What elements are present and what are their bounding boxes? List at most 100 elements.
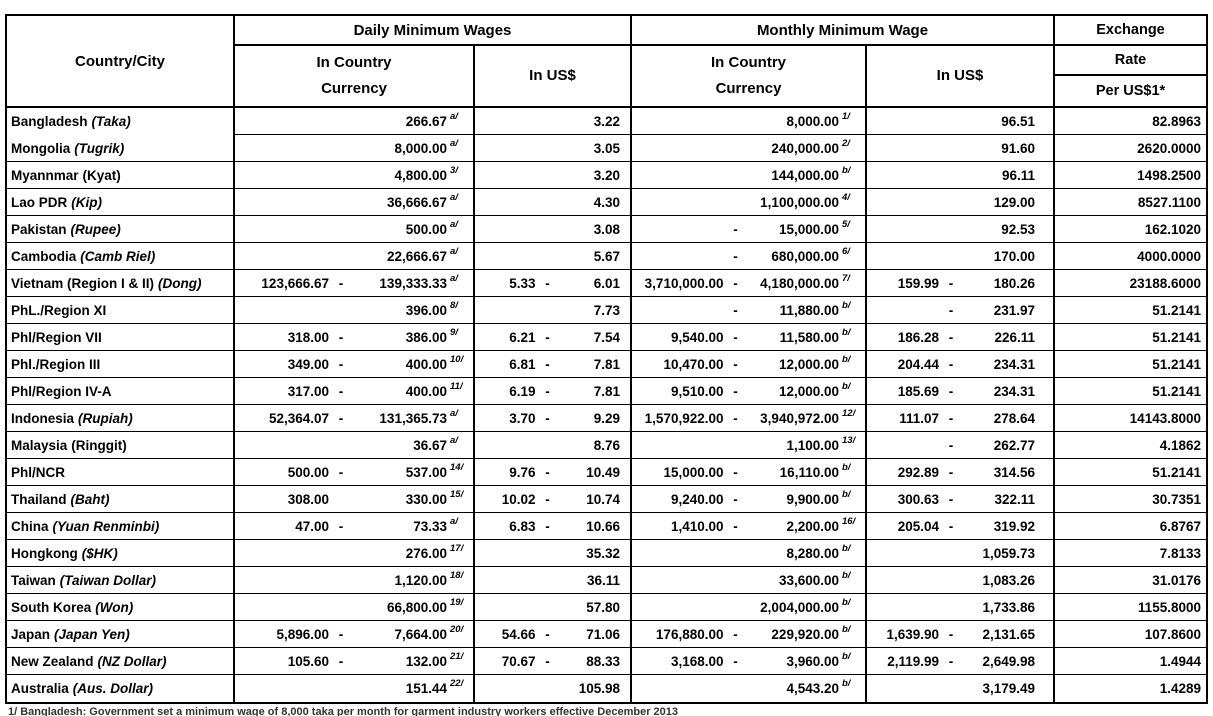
exchange-rate-cell: 6.8767 bbox=[1055, 513, 1206, 540]
value-low: 308.00 bbox=[287, 491, 329, 507]
daily-currency-cell: 47.00- 73.33 a/ bbox=[235, 513, 475, 540]
header-country-city: Country/City bbox=[7, 16, 235, 106]
footnote-text: 1/ Bangladesh: Government set a minimum … bbox=[8, 706, 678, 716]
header-in-country-line2: Currency bbox=[715, 80, 782, 97]
value-low: 15,000.00 bbox=[663, 464, 724, 480]
footnote-marker: 22/ bbox=[450, 678, 464, 689]
daily-currency-cell: 276.00 17/ bbox=[235, 540, 475, 567]
table-row: Pakistan (Rupee) 500.00 a/3.08-15,000.00 5/9… bbox=[7, 216, 1206, 243]
value-high: 5.67 bbox=[593, 248, 620, 264]
exchange-rate-cell: 51.2141 bbox=[1055, 459, 1206, 486]
daily-currency-cell: 308.00 330.00 15/ bbox=[235, 486, 475, 513]
value-high: 278.64 bbox=[993, 410, 1035, 426]
monthly-currency-cell: - 15,000.00 5/ bbox=[632, 216, 867, 243]
footnote-marker bbox=[620, 189, 630, 192]
monthly-usd-cell: 1,733.86 bbox=[867, 594, 1055, 621]
value-low: 105.60 bbox=[287, 653, 329, 669]
daily-currency-cell: 36,666.67 a/ bbox=[235, 189, 475, 216]
header-daily-in-usd: In US$ bbox=[475, 46, 630, 106]
value-high: 12,000.00 bbox=[778, 383, 839, 399]
range-dash: - bbox=[545, 356, 550, 372]
daily-currency-cell: 396.00 8/ bbox=[235, 297, 475, 324]
table-row: Vietnam (Region I & II) (Dong) 123,666.67-… bbox=[7, 270, 1206, 297]
country-cell: Cambodia (Camb Riel) bbox=[7, 243, 235, 270]
header-monthly-in-country: In Country Currency bbox=[632, 46, 867, 106]
range-dash: - bbox=[948, 464, 954, 480]
table-row: New Zealand (NZ Dollar) 105.60-132.00 21/70… bbox=[7, 648, 1206, 675]
header-in-country-line1: In Country bbox=[316, 54, 392, 71]
value-high: 10.49 bbox=[586, 464, 620, 480]
value-low: 6.81 bbox=[509, 356, 536, 372]
header-daily-title: Daily Minimum Wages bbox=[235, 16, 630, 46]
country-currency: (Camb Riel) bbox=[80, 248, 156, 264]
value-high: 234.31 bbox=[993, 356, 1035, 372]
daily-usd-cell: 8.76 bbox=[475, 432, 632, 459]
footnote-marker bbox=[1035, 540, 1053, 543]
value-high: 132.00 bbox=[405, 653, 447, 669]
range-dash: - bbox=[948, 356, 954, 372]
monthly-currency-cell: 240,000.00 2/ bbox=[632, 135, 867, 162]
monthly-usd-cell: 292.89- 314.56 bbox=[867, 459, 1055, 486]
table-row: Phl/Region VII 318.00-386.00 9/6.21-7.54 9,… bbox=[7, 324, 1206, 351]
value-low: 70.67 bbox=[501, 653, 536, 669]
monthly-usd-cell: 1,059.73 bbox=[867, 540, 1055, 567]
value-high: 400.00 bbox=[405, 356, 447, 372]
country-cell: Phl/NCR bbox=[7, 459, 235, 486]
footnote-marker: b/ bbox=[842, 651, 851, 662]
value-low: 6.21 bbox=[509, 329, 536, 345]
exchange-rate-value: 31.0176 bbox=[1152, 572, 1201, 588]
daily-currency-cell: 36.67 a/ bbox=[235, 432, 475, 459]
value-high: 400.00 bbox=[405, 383, 447, 399]
value-high: 4,543.20 bbox=[786, 681, 839, 696]
monthly-usd-cell: 185.69- 234.31 bbox=[867, 378, 1055, 405]
country-currency: (Kip) bbox=[71, 194, 103, 210]
country-name: Myannmar bbox=[11, 167, 79, 183]
country-cell: Phl/Region VII bbox=[7, 324, 235, 351]
monthly-usd-cell: 170.00 bbox=[867, 243, 1055, 270]
exchange-rate-value: 1.4289 bbox=[1159, 681, 1201, 696]
value-low: 9,510.00 bbox=[670, 383, 724, 399]
footnote-marker bbox=[1035, 405, 1053, 408]
footnote-marker bbox=[620, 270, 630, 273]
footnote-marker: a/ bbox=[450, 192, 458, 203]
daily-currency-cell: 22,666.67 a/ bbox=[235, 243, 475, 270]
monthly-usd-cell: 186.28- 226.11 bbox=[867, 324, 1055, 351]
value-high: 129.00 bbox=[993, 194, 1035, 210]
country-cell: Thailand (Baht) bbox=[7, 486, 235, 513]
range-dash: - bbox=[338, 518, 344, 534]
footnote-marker bbox=[1035, 621, 1053, 624]
footnote-marker bbox=[1035, 162, 1053, 165]
exchange-rate-cell: 1155.8000 bbox=[1055, 594, 1206, 621]
monthly-currency-cell: 1,570,922.00- 3,940,972.00 12/ bbox=[632, 405, 867, 432]
range-dash: - bbox=[733, 221, 738, 237]
value-high: 229,920.00 bbox=[771, 626, 839, 642]
country-cell: Indonesia (Rupiah) bbox=[7, 405, 235, 432]
country-currency: (NZ Dollar) bbox=[97, 653, 167, 669]
exchange-rate-cell: 1.4944 bbox=[1055, 648, 1206, 675]
country-currency: (Ringgit) bbox=[71, 437, 127, 453]
range-dash: - bbox=[733, 248, 738, 264]
table-row: Phl/NCR 500.00-537.00 14/9.76-10.49 15,000.… bbox=[7, 459, 1206, 486]
range-dash: - bbox=[948, 410, 954, 426]
value-low: 318.00 bbox=[287, 329, 329, 345]
exchange-rate-value: 51.2141 bbox=[1152, 356, 1201, 372]
footnote-marker: b/ bbox=[842, 678, 851, 689]
header-monthly-in-usd: In US$ bbox=[867, 46, 1053, 106]
footnote-marker bbox=[620, 108, 630, 111]
value-low: 205.04 bbox=[897, 518, 939, 534]
footnote-marker bbox=[1035, 270, 1053, 273]
footnote-marker bbox=[620, 594, 630, 597]
value-high: 10.66 bbox=[586, 518, 620, 534]
value-high: 680,000.00 bbox=[771, 248, 839, 264]
exchange-rate-value: 51.2141 bbox=[1152, 464, 1201, 480]
exchange-rate-cell: 31.0176 bbox=[1055, 567, 1206, 594]
daily-usd-cell: 3.05 bbox=[475, 135, 632, 162]
footnote-marker: b/ bbox=[842, 462, 851, 473]
exchange-rate-value: 4000.0000 bbox=[1137, 248, 1201, 264]
footnote-marker bbox=[1035, 459, 1053, 462]
value-low: 9,240.00 bbox=[670, 491, 724, 507]
footnote-marker: b/ bbox=[842, 381, 851, 392]
value-high: 22,666.67 bbox=[386, 248, 447, 264]
footnote-marker bbox=[620, 432, 630, 435]
country-currency: (Dong) bbox=[158, 275, 202, 291]
